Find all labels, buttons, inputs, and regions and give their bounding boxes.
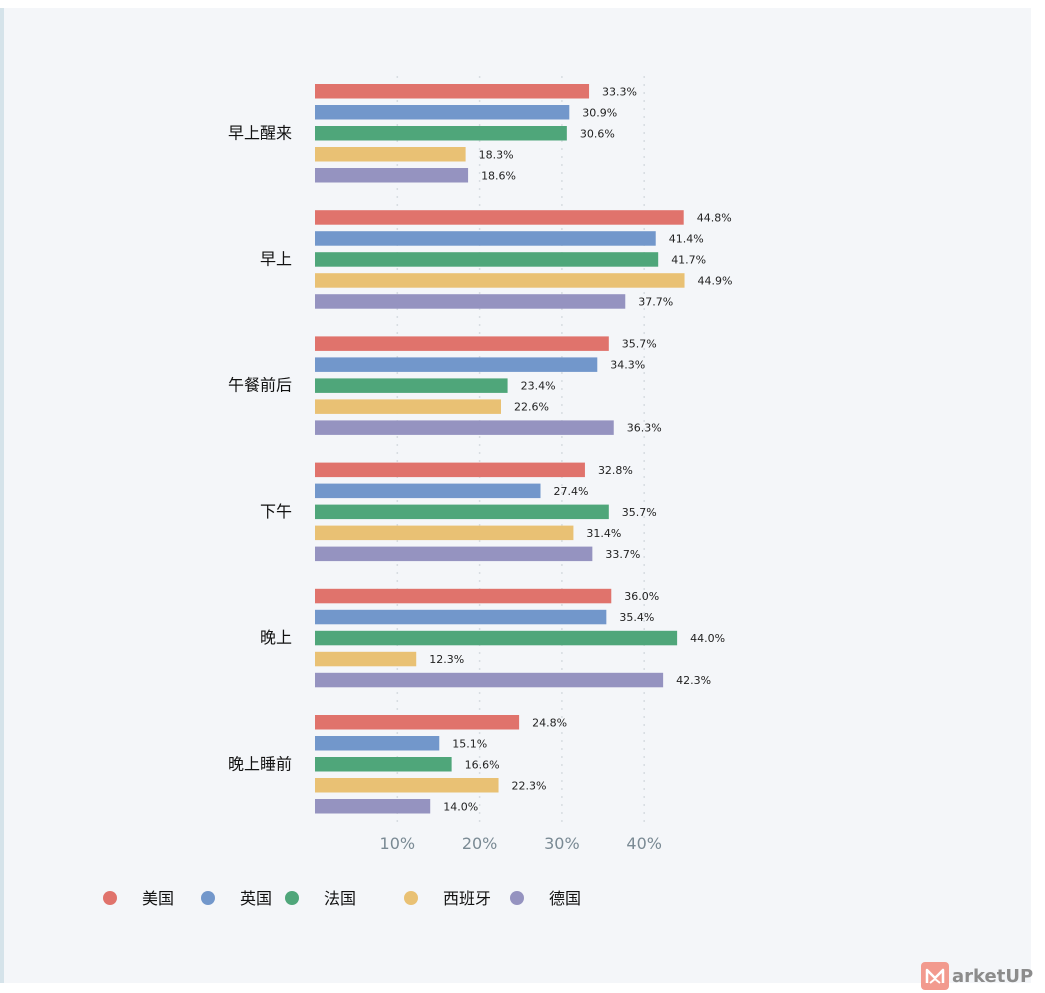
watermark: arketUP — [921, 960, 1033, 992]
bar — [315, 630, 678, 646]
bar — [315, 672, 664, 688]
legend-marker — [285, 891, 299, 905]
bar-value-label: 12.3% — [429, 653, 464, 666]
bar — [315, 252, 659, 267]
bar-value-label: 18.6% — [481, 169, 516, 182]
bar — [315, 778, 499, 793]
bar — [315, 210, 684, 225]
bar — [315, 588, 612, 604]
legend-marker — [404, 891, 418, 905]
bar — [315, 147, 466, 162]
bar-value-label: 30.9% — [582, 106, 617, 119]
bar — [315, 525, 574, 541]
bar-value-label: 33.7% — [605, 548, 640, 561]
bar — [315, 736, 440, 751]
bar-value-label: 18.3% — [479, 148, 514, 161]
category-label: 早上 — [260, 249, 292, 268]
bar — [315, 420, 614, 435]
left-accent-stripe — [0, 8, 4, 983]
legend-marker — [103, 891, 117, 905]
legend-marker — [201, 891, 215, 905]
legend-label: 德国 — [549, 889, 581, 908]
bar-value-label: 44.0% — [690, 632, 725, 645]
bar — [315, 357, 598, 372]
bar-value-label: 42.3% — [676, 674, 711, 687]
bar-value-label: 16.6% — [465, 758, 500, 771]
bar-value-label: 31.4% — [586, 527, 621, 540]
legend-label: 法国 — [324, 889, 356, 908]
bar-value-label: 22.3% — [512, 779, 547, 792]
bar-value-label: 36.0% — [624, 590, 659, 603]
bar — [315, 504, 609, 520]
bar-value-label: 34.3% — [610, 359, 645, 372]
bar — [315, 273, 685, 288]
bar-value-label: 24.8% — [532, 716, 567, 729]
bar-value-label: 27.4% — [554, 485, 589, 498]
legend-label: 英国 — [240, 889, 272, 908]
bar — [315, 336, 609, 351]
category-label: 午餐前后 — [228, 376, 292, 395]
legend-label: 西班牙 — [443, 889, 491, 908]
bar-value-label: 41.4% — [669, 232, 704, 245]
category-label: 晚上 — [260, 628, 292, 647]
bar — [315, 651, 417, 667]
x-tick-label: 10% — [380, 834, 416, 853]
bar — [315, 546, 593, 562]
bar — [315, 105, 570, 120]
x-tick-label: 40% — [626, 834, 662, 853]
bar — [315, 799, 431, 814]
bar — [315, 757, 452, 772]
bar-value-label: 36.3% — [627, 422, 662, 435]
bar — [315, 609, 607, 625]
bar-value-label: 15.1% — [452, 737, 487, 750]
bar-value-label: 22.6% — [514, 401, 549, 414]
bar-value-label: 37.7% — [638, 295, 673, 308]
bar-value-label: 35.7% — [622, 506, 657, 519]
legend-label: 美国 — [142, 889, 174, 908]
bar — [315, 378, 508, 393]
category-label: 晚上睡前 — [228, 754, 292, 773]
bar — [315, 126, 567, 141]
bar — [315, 84, 590, 99]
bar-value-label: 30.6% — [580, 127, 615, 140]
category-label: 下午 — [260, 502, 292, 521]
bar — [315, 462, 585, 478]
bar — [315, 483, 541, 499]
bar-value-label: 41.7% — [671, 253, 706, 266]
bar-value-label: 35.7% — [622, 338, 657, 351]
bar-value-label: 44.8% — [697, 211, 732, 224]
bar-value-label: 35.4% — [619, 611, 654, 624]
bar-value-label: 33.3% — [602, 85, 637, 98]
category-label: 早上醒来 — [228, 123, 292, 142]
bar — [315, 715, 520, 730]
legend-marker — [510, 891, 524, 905]
bar-value-label: 14.0% — [443, 800, 478, 813]
bar-value-label: 44.9% — [698, 274, 733, 287]
bar — [315, 399, 501, 414]
m-logo-icon — [921, 962, 949, 990]
x-tick-label: 30% — [544, 834, 580, 853]
watermark-text: arketUP — [952, 965, 1034, 987]
bar-value-label: 32.8% — [598, 464, 633, 477]
x-tick-label: 20% — [462, 834, 498, 853]
bar — [315, 294, 626, 309]
bar-value-label: 23.4% — [521, 380, 556, 393]
bar — [315, 231, 656, 246]
bar — [315, 168, 469, 183]
